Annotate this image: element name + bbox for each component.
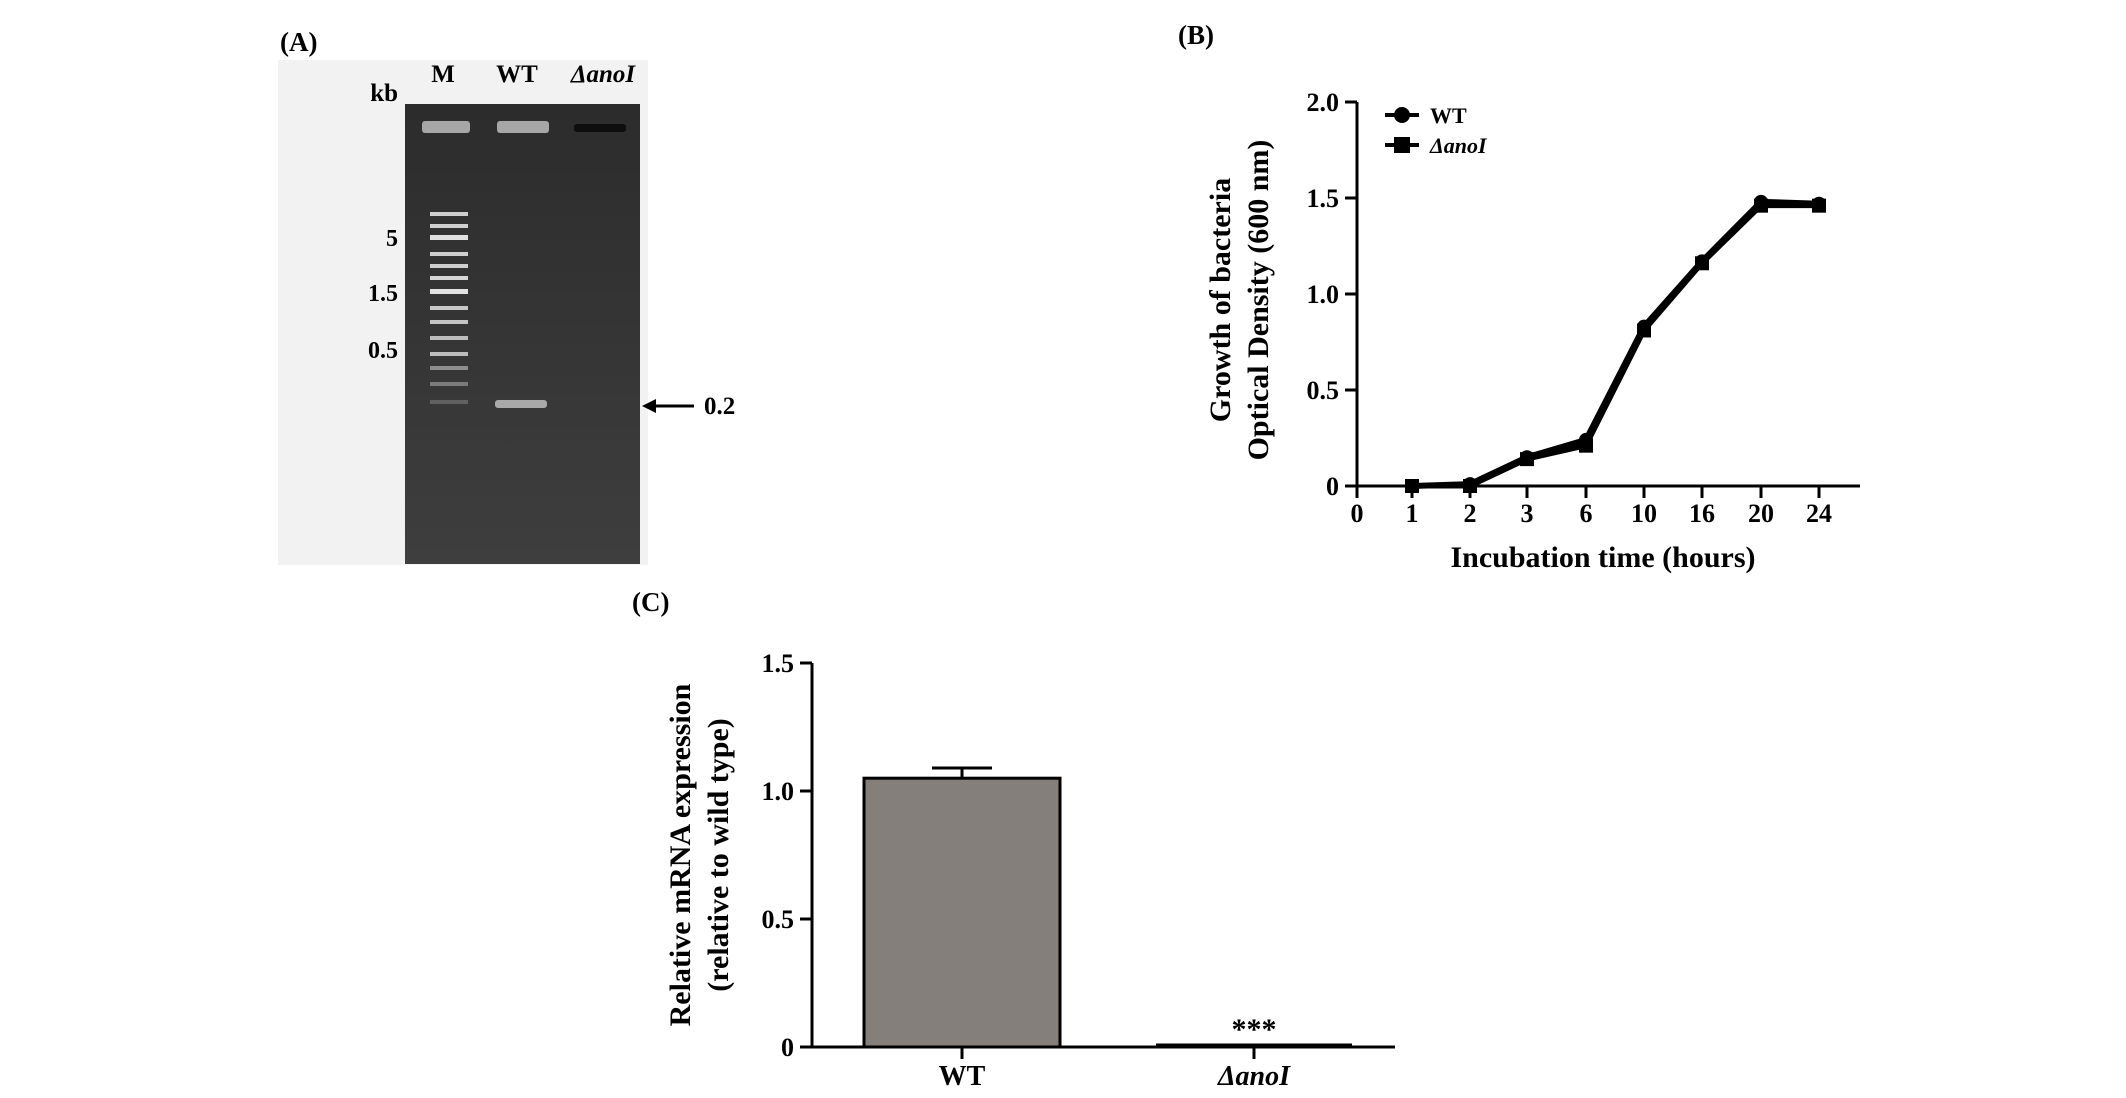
growth-series-line-wt [1411,198,1820,489]
ladder-band [430,336,468,340]
growth-x-tick-label: 2 [1464,499,1477,528]
mrna-x-tick-label-wt: WT [939,1061,986,1092]
growth-y-title-line1: Growth of bacteria [1204,178,1237,422]
ladder-band [430,224,468,228]
significance-annotation: *** [1232,1013,1277,1046]
growth-point-anoi [1463,479,1477,493]
growth-series-line-anoi [1412,203,1819,489]
growth-x-tick-label: 3 [1521,499,1534,528]
growth-point-anoi [1812,198,1826,213]
mrna-y-tick-label: 0 [781,1033,794,1062]
gel-well [574,124,626,132]
ladder-band [430,276,468,280]
growth-y-tick-label: 0.5 [1307,376,1340,405]
ladder-band [430,400,468,404]
wt-product-band [495,400,547,408]
legend-label-anoi: ΔanoI [1429,133,1488,158]
growth-x-tick-label: 0 [1351,499,1364,528]
ladder-band [430,252,468,256]
legend-marker-anoi [1394,137,1410,153]
legend-marker-wt [1394,107,1410,123]
ladder-band [430,382,468,386]
growth-x-tick-label: 24 [1806,499,1832,528]
mrna-y-tick-label: 1.5 [762,649,795,678]
panel-c: (C) Relative mRNA expression (relative t… [632,587,1395,1092]
ladder-band [430,306,468,310]
marker-ladder [430,212,468,404]
band-size-label: 0.2 [704,393,735,420]
ladder-band [430,289,468,294]
ladder-band [430,320,468,324]
growth-point-anoi [1637,323,1651,338]
mrna-y-title-line1: Relative mRNA expression [664,683,697,1026]
ladder-band [430,212,468,216]
gel-image [405,104,640,564]
panel-b-label: (B) [1178,20,1214,50]
mrna-y-tick-label: 0.5 [762,905,795,934]
mrna-y-title-line2: (relative to wild type) [702,718,735,992]
lane-label-marker: M [431,61,455,88]
marker-label-5kb: 5 [386,226,398,252]
growth-x-tick-label: 1 [1406,499,1419,528]
growth-y-title-line2: Optical Density (600 nm) [1242,140,1275,461]
ladder-band [430,352,468,356]
growth-x-tick-label: 20 [1748,499,1774,528]
growth-point-anoi [1405,479,1419,493]
lane-label-anoi: ΔanoI [570,61,637,88]
growth-point-anoi [1520,452,1534,467]
marker-label-1-5kb: 1.5 [368,281,398,307]
ladder-band [430,366,468,370]
legend-label-wt: WT [1430,103,1467,128]
growth-point-anoi [1579,438,1593,453]
growth-chart: 0 0.5 1.0 1.5 2.0 0 1 2 3 6 10 16 20 24 WT ΔanoI [1307,88,1860,528]
growth-x-tick-label: 16 [1689,499,1715,528]
mrna-chart: 0 0.5 1.0 1.5 WT *** ΔanoI [762,649,1395,1092]
panel-c-label: (C) [632,587,669,617]
panel-b: (B) Growth of bacteria Optical Density (… [1178,20,1860,574]
panel-a-label: (A) [280,27,317,57]
gel-well [422,121,470,133]
ladder-band [430,235,468,240]
growth-y-tick-label: 0 [1326,472,1339,501]
growth-x-tick-label: 6 [1580,499,1593,528]
marker-label-0-5kb: 0.5 [368,338,398,364]
lane-label-wt: WT [496,61,538,88]
growth-y-tick-label: 1.0 [1307,280,1340,309]
band-arrow-head [642,399,656,413]
kb-unit-label: kb [370,80,398,107]
growth-y-tick-label: 2.0 [1307,88,1340,117]
growth-y-tick-label: 1.5 [1307,184,1340,213]
growth-point-anoi [1754,198,1768,213]
mrna-y-tick-label: 1.0 [762,777,795,806]
ladder-band [430,264,468,268]
growth-x-title: Incubation time (hours) [1450,541,1755,574]
gel-well [497,121,549,133]
panel-a: (A) M WT ΔanoI kb [278,27,735,565]
mrna-bar-wt [862,776,1062,1049]
growth-x-tick-label: 10 [1631,499,1657,528]
growth-point-anoi [1695,256,1709,271]
mrna-x-tick-label-anoi: ΔanoI [1217,1061,1291,1092]
